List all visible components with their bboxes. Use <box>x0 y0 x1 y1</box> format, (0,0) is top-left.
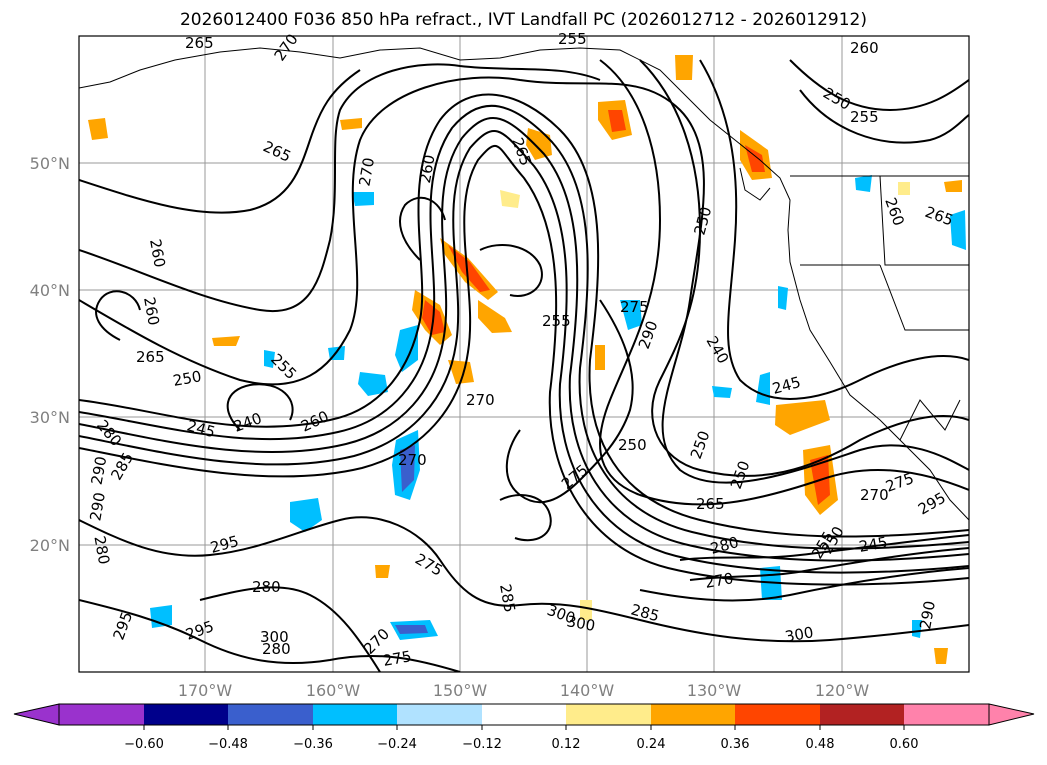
contour-label: 275 <box>620 298 649 316</box>
contour-label: 300 <box>784 623 815 646</box>
colorbar-tick-label: −0.36 <box>293 737 333 752</box>
colorbar: −0.60 −0.48 −0.36 −0.24 −0.12 0.12 0.24 … <box>13 703 1035 752</box>
lat-label: 20°N <box>30 536 70 555</box>
contour-label: 260 <box>146 238 169 269</box>
contour-label: 285 <box>496 583 519 614</box>
colorbar-tick-label: 0.36 <box>721 737 750 752</box>
contour-label: 265 <box>136 348 165 366</box>
colorbar-segment <box>651 704 735 725</box>
colorbar-segment <box>482 704 566 725</box>
lon-label: 140°W <box>560 681 615 700</box>
colorbar-tick-label: −0.60 <box>124 737 164 752</box>
contour-label: 260 <box>140 296 163 327</box>
contour-label: 245 <box>858 533 889 556</box>
contour-label: 290 <box>88 455 111 486</box>
contour-label: 255 <box>558 30 587 48</box>
contour-label: 300 <box>260 628 289 646</box>
lon-label: 120°W <box>815 681 870 700</box>
contour-label: 270 <box>355 156 378 187</box>
lon-label: 150°W <box>433 681 488 700</box>
colorbar-segment <box>566 704 651 725</box>
colorbar-segment <box>144 704 228 725</box>
contour-label: 290 <box>916 599 939 630</box>
colorbar-segment <box>904 704 989 725</box>
contour-label: 270 <box>704 569 735 592</box>
map-background <box>79 36 969 672</box>
latitude-labels: 50°N 40°N 30°N 20°N <box>30 154 70 555</box>
colorbar-tick-label: 0.60 <box>890 737 919 752</box>
contour-label: 290 <box>86 491 109 522</box>
colorbar-extend-max <box>988 703 1035 726</box>
contour-label: 280 <box>90 534 113 565</box>
coastlines <box>79 47 969 521</box>
contour-label: 280 <box>252 578 281 596</box>
contour-label: 275 <box>382 647 413 670</box>
contour-label: 280 <box>262 640 291 658</box>
colorbar-segment <box>735 704 820 725</box>
map-border <box>78 35 970 673</box>
colorbar-tick-label: −0.24 <box>377 737 417 752</box>
contour-label: 300 <box>565 612 596 635</box>
colorbar-tick-label: 0.12 <box>552 737 581 752</box>
refractivity-shading <box>88 55 966 664</box>
contour-label: 270 <box>466 391 495 409</box>
contour-label: 255 <box>542 312 571 330</box>
contour-label: 270 <box>398 451 427 469</box>
colorbar-segment <box>59 704 144 725</box>
colorbar-tick-label: −0.12 <box>462 737 502 752</box>
lat-label: 50°N <box>30 154 70 173</box>
longitude-labels: 170°W 160°W 150°W 140°W 130°W 120°W <box>178 681 870 700</box>
contour-label: 265 <box>185 34 214 52</box>
colorbar-tick-label: 0.24 <box>637 737 666 752</box>
contour-label: 260 <box>416 153 439 184</box>
colorbar-extend-min <box>13 703 60 726</box>
height-contours <box>79 59 969 672</box>
colorbar-border <box>58 703 990 726</box>
map-title: 2026012400 F036 850 hPa refract., IVT La… <box>179 10 867 30</box>
contour-label: 250 <box>172 367 203 390</box>
lat-label: 30°N <box>30 408 70 427</box>
colorbar-tick-label: −0.48 <box>208 737 248 752</box>
lat-label: 40°N <box>30 281 70 300</box>
contour-label: 255 <box>850 108 879 126</box>
lon-label: 170°W <box>178 681 233 700</box>
contour-label: 265 <box>696 495 725 513</box>
contour-label: 260 <box>850 39 879 57</box>
lon-label: 130°W <box>687 681 742 700</box>
colorbar-segment <box>228 704 313 725</box>
colorbar-tick-label: 0.48 <box>806 737 835 752</box>
contour-label: 250 <box>618 436 647 454</box>
colorbar-segment <box>313 704 397 725</box>
contour-label: 270 <box>860 486 889 504</box>
lon-label: 160°W <box>306 681 361 700</box>
colorbar-segment <box>397 704 482 725</box>
colorbar-segment <box>820 704 904 725</box>
